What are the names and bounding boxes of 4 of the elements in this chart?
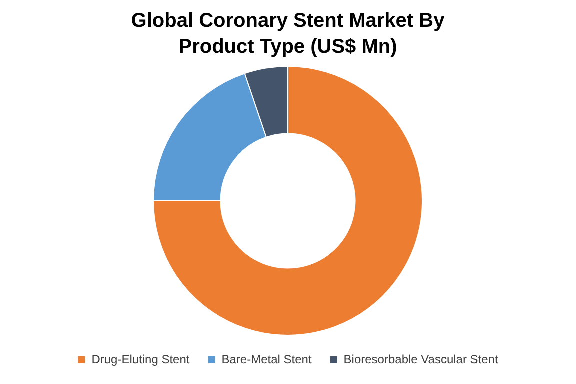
chart-title: Global Coronary Stent Market By Product Type (US$ Mn): [130, 9, 446, 60]
legend-label: Bioresorbable Vascular Stent: [344, 352, 499, 366]
legend-label: Bare-Metal Stent: [222, 352, 312, 366]
legend-label: Drug-Eluting Stent: [92, 352, 190, 366]
